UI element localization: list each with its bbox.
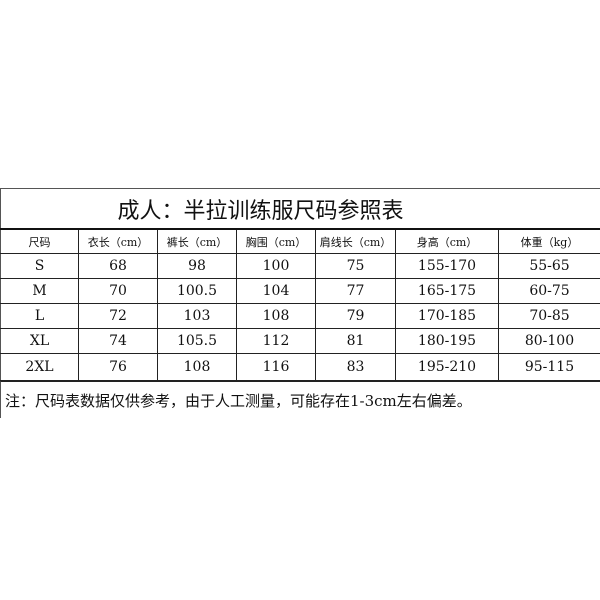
table-cell: 103 bbox=[157, 303, 237, 329]
table-cell: 104 bbox=[236, 278, 316, 304]
table-row: M 70 100.5 104 77 165-175 60-75 bbox=[0, 278, 600, 304]
table-cell: 112 bbox=[236, 328, 316, 354]
size-chart: 成人：半拉训练服尺码参照表 尺码 衣长（cm） 裤长（cm） 胸围（cm） 肩线长（cm… bbox=[0, 188, 600, 418]
size-table: 尺码 衣长（cm） 裤长（cm） 胸围（cm） 肩线长（cm） 身高（cm） 体重（kg） S… bbox=[0, 228, 600, 381]
table-cell: 100 bbox=[236, 253, 316, 279]
column-header: 肩线长（cm） bbox=[315, 228, 396, 254]
table-row: S 68 98 100 75 155-170 55-65 bbox=[0, 253, 600, 279]
table-cell: 165-175 bbox=[395, 278, 499, 304]
table-row: XL 74 105.5 112 81 180-195 80-100 bbox=[0, 328, 600, 354]
table-cell: 80-100 bbox=[498, 328, 600, 354]
table-cell: L bbox=[0, 303, 79, 329]
chart-title: 成人：半拉训练服尺码参照表 bbox=[0, 188, 600, 228]
table-cell: 105.5 bbox=[157, 328, 237, 354]
table-cell: 79 bbox=[315, 303, 396, 329]
table-row: 2XL 76 108 116 83 195-210 95-115 bbox=[0, 353, 600, 381]
column-header: 胸围（cm） bbox=[236, 228, 316, 254]
column-header: 衣长（cm） bbox=[78, 228, 158, 254]
disclaimer-note: 注：尺码表数据仅供参考，由于人工测量，可能存在1-3cm左右偏差。 bbox=[0, 381, 600, 418]
column-header: 尺码 bbox=[0, 228, 79, 254]
table-cell: 76 bbox=[78, 353, 158, 381]
table-cell: 77 bbox=[315, 278, 396, 304]
table-cell: 195-210 bbox=[395, 353, 499, 381]
table-cell: 108 bbox=[157, 353, 237, 381]
column-header: 身高（cm） bbox=[395, 228, 499, 254]
column-header: 裤长（cm） bbox=[157, 228, 237, 254]
table-cell: 70-85 bbox=[498, 303, 600, 329]
table-cell: 60-75 bbox=[498, 278, 600, 304]
table-cell: 55-65 bbox=[498, 253, 600, 279]
table-cell: S bbox=[0, 253, 79, 279]
table-cell: 108 bbox=[236, 303, 316, 329]
table-cell: 68 bbox=[78, 253, 158, 279]
table-cell: 95-115 bbox=[498, 353, 600, 381]
column-header: 体重（kg） bbox=[498, 228, 600, 254]
table-cell: 72 bbox=[78, 303, 158, 329]
table-cell: 100.5 bbox=[157, 278, 237, 304]
table-cell: 83 bbox=[315, 353, 396, 381]
table-cell: 81 bbox=[315, 328, 396, 354]
header-row: 尺码 衣长（cm） 裤长（cm） 胸围（cm） 肩线长（cm） 身高（cm） 体重（kg） bbox=[0, 228, 600, 254]
table-row: L 72 103 108 79 170-185 70-85 bbox=[0, 303, 600, 329]
table-cell: 180-195 bbox=[395, 328, 499, 354]
table-cell: XL bbox=[0, 328, 79, 354]
table-cell: 75 bbox=[315, 253, 396, 279]
table-cell: 74 bbox=[78, 328, 158, 354]
table-cell: 155-170 bbox=[395, 253, 499, 279]
table-cell: 98 bbox=[157, 253, 237, 279]
table-cell: 116 bbox=[236, 353, 316, 381]
table-cell: M bbox=[0, 278, 79, 304]
table-cell: 2XL bbox=[0, 353, 79, 381]
table-cell: 170-185 bbox=[395, 303, 499, 329]
table-cell: 70 bbox=[78, 278, 158, 304]
